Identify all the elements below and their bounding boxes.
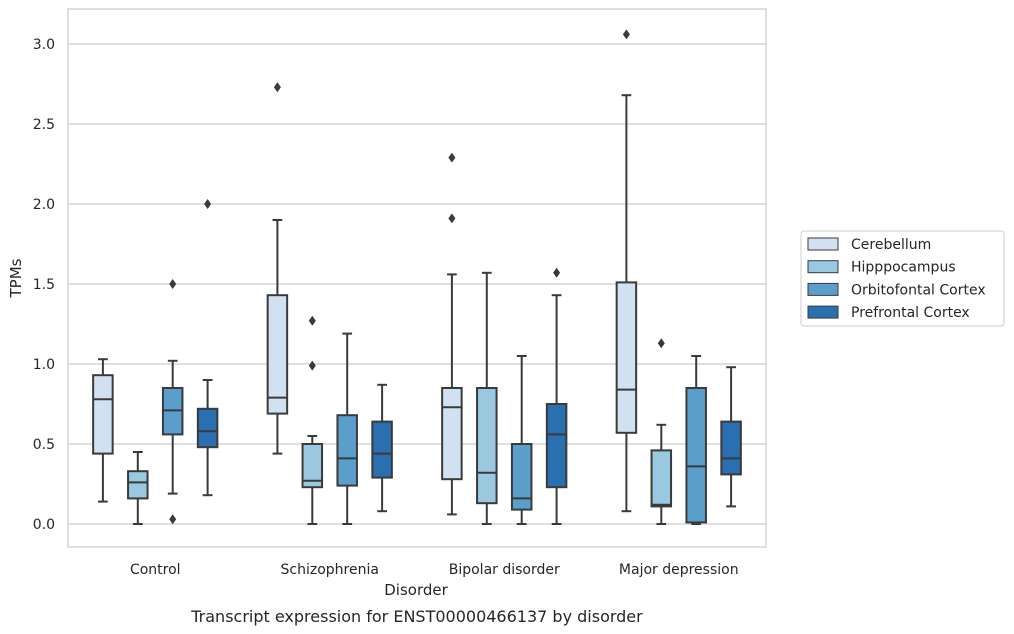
chart-caption: Transcript expression for ENST0000046613…: [190, 607, 643, 626]
x-tick-label: Schizophrenia: [281, 562, 379, 578]
legend-frame: [800, 230, 1005, 327]
y-axis-label: TPMs: [7, 258, 25, 298]
box-group: [301, 315, 324, 525]
x-tick-label: Bipolar disorder: [449, 562, 560, 578]
grid-layer: [68, 43, 766, 525]
y-tick-label: 2.5: [33, 117, 55, 133]
box: [615, 281, 638, 434]
legend-label: Hipppocampus: [851, 260, 956, 276]
outlier-point: [657, 338, 665, 349]
box-group: [685, 355, 707, 525]
legend-swatch: [807, 282, 839, 296]
x-tick-label: Major depression: [619, 562, 739, 578]
outlier-point: [448, 152, 456, 163]
box-group: [336, 332, 358, 525]
x-tick-labels: Control Schizophrenia Bipolar disorder Majo…: [130, 562, 739, 578]
plot-frame: [67, 8, 767, 548]
box-group: [476, 271, 498, 525]
box-group: [266, 82, 289, 455]
box-group: [92, 358, 114, 503]
outlier-point: [204, 199, 212, 209]
box: [266, 294, 289, 415]
box: [371, 420, 393, 479]
box-group: [545, 267, 568, 525]
box: [685, 387, 707, 524]
y-tick-label: 3.0: [33, 37, 55, 53]
x-tick-label: Control: [130, 562, 181, 578]
y-tick-labels: 0.0 0.5 1.0 1.5 2.0 2.5 3.0: [33, 37, 55, 533]
box: [92, 374, 114, 455]
box-group: [720, 366, 742, 508]
box: [510, 443, 533, 511]
box-group: [615, 29, 638, 513]
box-layer: [92, 29, 742, 525]
box: [720, 420, 742, 476]
legend-swatch: [807, 260, 839, 274]
x-axis-label: Disorder: [384, 581, 448, 599]
outlier-point: [169, 514, 177, 525]
box-group: [441, 152, 463, 516]
box-group: [650, 338, 673, 525]
legend: Cerebellum Hipppocampus Orbitofontal Corte…: [800, 230, 1005, 327]
box-group: [161, 279, 184, 525]
box: [476, 387, 498, 505]
box: [196, 407, 219, 449]
outlier-point: [308, 360, 316, 371]
outlier-point: [622, 29, 630, 40]
box: [650, 449, 673, 508]
outlier-point: [553, 267, 561, 278]
box-group: [196, 199, 219, 497]
box: [301, 443, 324, 489]
outlier-point: [273, 82, 281, 93]
box-group: [371, 383, 393, 513]
y-tick-label: 0.0: [33, 517, 55, 533]
box: [127, 470, 149, 500]
legend-label: Prefrontal Cortex: [851, 305, 970, 321]
box: [441, 387, 463, 481]
outlier-point: [448, 213, 456, 224]
legend-swatch: [807, 237, 839, 251]
legend-label: Cerebellum: [851, 237, 931, 253]
outlier-point: [169, 279, 177, 289]
box-group: [127, 451, 149, 525]
y-tick-label: 2.0: [33, 197, 55, 213]
y-tick-label: 1.0: [33, 357, 55, 373]
box-group: [510, 355, 533, 525]
box: [545, 403, 568, 489]
box: [336, 414, 358, 487]
legend-label: Orbitofontal Cortex: [851, 282, 986, 298]
y-tick-label: 0.5: [33, 437, 55, 453]
y-tick-label: 1.5: [33, 277, 55, 293]
legend-swatch: [807, 305, 839, 319]
outlier-point: [308, 315, 316, 326]
